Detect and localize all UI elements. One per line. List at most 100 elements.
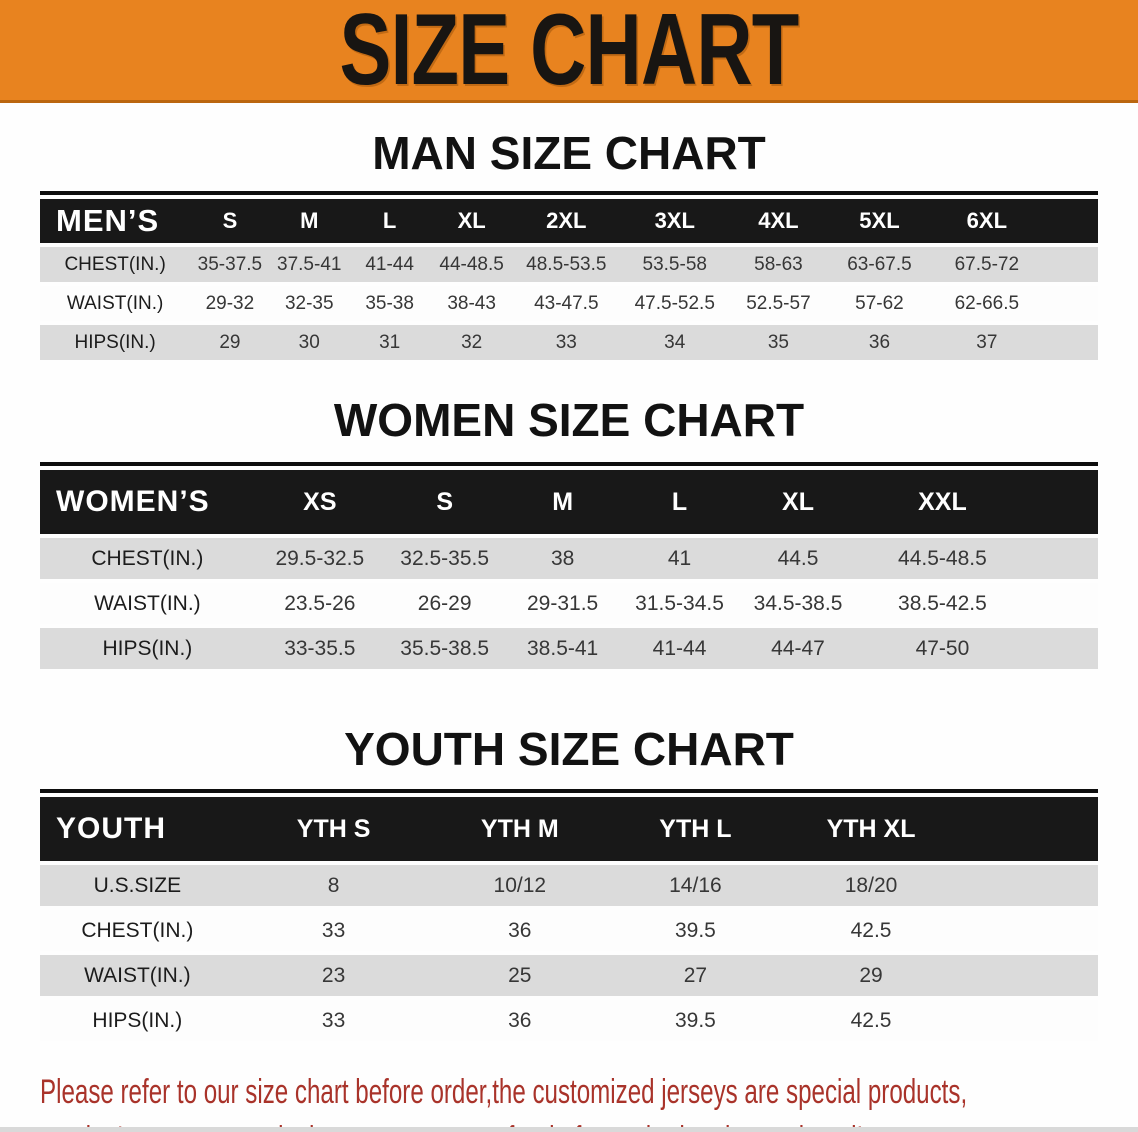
cell-value: 33-35.5 bbox=[254, 628, 385, 669]
row-label: WAIST(IN.) bbox=[40, 583, 255, 624]
row-label: CHEST(IN.) bbox=[40, 538, 255, 579]
cell-value: 62-66.5 bbox=[931, 286, 1042, 321]
spacer-cell bbox=[1041, 247, 1098, 282]
cell-value: 58-63 bbox=[729, 247, 828, 282]
row-label: CHEST(IN.) bbox=[40, 247, 191, 282]
men-size-header: 4XL bbox=[729, 199, 828, 243]
row-label: CHEST(IN.) bbox=[40, 910, 235, 951]
cell-value: 10/12 bbox=[432, 865, 608, 906]
women-size-header: XS bbox=[254, 470, 385, 534]
men-size-table-wrap: MEN’S S M L XL 2XL 3XL 4XL 5XL 6XL CHEST… bbox=[40, 191, 1098, 364]
cell-value: 41-44 bbox=[348, 247, 431, 282]
cell-value: 38.5-41 bbox=[504, 628, 621, 669]
cell-value: 34 bbox=[619, 325, 730, 360]
cell-value: 33 bbox=[234, 910, 433, 951]
cell-value: 37 bbox=[931, 325, 1042, 360]
cell-value: 39.5 bbox=[607, 910, 784, 951]
spacer-cell bbox=[1027, 470, 1098, 534]
cell-value: 29 bbox=[190, 325, 270, 360]
cell-value: 38.5-42.5 bbox=[857, 583, 1028, 624]
women-size-table: WOMEN’S XS S M L XL XXL CHEST(IN.) 29.5-… bbox=[40, 466, 1098, 673]
women-size-header: S bbox=[384, 470, 505, 534]
row-label: U.S.SIZE bbox=[40, 865, 235, 906]
men-size-header: L bbox=[348, 199, 431, 243]
men-hips-row: HIPS(IN.) 29 30 31 32 33 34 35 36 37 bbox=[40, 325, 1098, 360]
cell-value: 35 bbox=[729, 325, 828, 360]
men-table-label: MEN’S bbox=[40, 199, 191, 243]
bottom-edge-strip bbox=[0, 1127, 1138, 1132]
cell-value: 29-31.5 bbox=[504, 583, 621, 624]
men-size-header: 6XL bbox=[931, 199, 1042, 243]
women-header-row: WOMEN’S XS S M L XL XXL bbox=[40, 470, 1098, 534]
cell-value: 52.5-57 bbox=[729, 286, 828, 321]
youth-size-table-wrap: YOUTH YTH S YTH M YTH L YTH XL U.S.SIZE … bbox=[40, 789, 1098, 1045]
youth-size-header: YTH L bbox=[607, 797, 784, 861]
cell-value: 67.5-72 bbox=[931, 247, 1042, 282]
men-size-header: XL bbox=[430, 199, 513, 243]
cell-value: 29 bbox=[783, 955, 959, 996]
women-size-table-wrap: WOMEN’S XS S M L XL XXL CHEST(IN.) 29.5-… bbox=[40, 462, 1098, 673]
men-size-header: 3XL bbox=[619, 199, 730, 243]
row-label: WAIST(IN.) bbox=[40, 955, 235, 996]
note-line-1-text: Please refer to our size chart before or… bbox=[40, 1073, 968, 1111]
cell-value: 32-35 bbox=[269, 286, 349, 321]
cell-value: 23 bbox=[234, 955, 433, 996]
cell-value: 32.5-35.5 bbox=[384, 538, 505, 579]
women-size-header: L bbox=[620, 470, 739, 534]
cell-value: 31 bbox=[348, 325, 431, 360]
men-chest-row: CHEST(IN.) 35-37.5 37.5-41 41-44 44-48.5… bbox=[40, 247, 1098, 282]
cell-value: 42.5 bbox=[783, 1000, 959, 1041]
youth-header-row: YOUTH YTH S YTH M YTH L YTH XL bbox=[40, 797, 1098, 861]
row-label: HIPS(IN.) bbox=[40, 628, 255, 669]
cell-value: 53.5-58 bbox=[619, 247, 730, 282]
cell-value: 57-62 bbox=[827, 286, 932, 321]
cell-value: 23.5-26 bbox=[254, 583, 385, 624]
cell-value: 48.5-53.5 bbox=[512, 247, 620, 282]
spacer-cell bbox=[1027, 583, 1098, 624]
women-section-heading: WOMEN SIZE CHART bbox=[333, 394, 805, 446]
cell-value: 35-37.5 bbox=[190, 247, 270, 282]
cell-value: 34.5-38.5 bbox=[738, 583, 858, 624]
cell-value: 27 bbox=[607, 955, 784, 996]
youth-chest-row: CHEST(IN.) 33 36 39.5 42.5 bbox=[40, 910, 1098, 951]
cell-value: 47.5-52.5 bbox=[619, 286, 730, 321]
men-size-header: S bbox=[190, 199, 270, 243]
cell-value: 14/16 bbox=[607, 865, 784, 906]
cell-value: 35-38 bbox=[348, 286, 431, 321]
cell-value: 29-32 bbox=[190, 286, 270, 321]
cell-value: 38 bbox=[504, 538, 621, 579]
cell-value: 25 bbox=[432, 955, 608, 996]
cell-value: 63-67.5 bbox=[827, 247, 932, 282]
youth-size-header: YTH XL bbox=[783, 797, 959, 861]
banner-title: SIZE CHART bbox=[339, 0, 800, 106]
men-size-header: 5XL bbox=[827, 199, 932, 243]
youth-size-table: YOUTH YTH S YTH M YTH L YTH XL U.S.SIZE … bbox=[40, 793, 1098, 1045]
row-label: HIPS(IN.) bbox=[40, 1000, 235, 1041]
spacer-cell bbox=[1027, 628, 1098, 669]
youth-table-label: YOUTH bbox=[40, 797, 235, 861]
cell-value: 38-43 bbox=[430, 286, 513, 321]
row-label: WAIST(IN.) bbox=[40, 286, 191, 321]
spacer-cell bbox=[958, 955, 1098, 996]
youth-section-heading: YOUTH SIZE CHART bbox=[344, 723, 794, 775]
cell-value: 36 bbox=[827, 325, 932, 360]
cell-value: 36 bbox=[432, 1000, 608, 1041]
youth-size-header: YTH S bbox=[234, 797, 433, 861]
row-label: HIPS(IN.) bbox=[40, 325, 191, 360]
cell-value: 31.5-34.5 bbox=[620, 583, 739, 624]
cell-value: 43-47.5 bbox=[512, 286, 620, 321]
cell-value: 33 bbox=[234, 1000, 433, 1041]
cell-value: 32 bbox=[430, 325, 513, 360]
cell-value: 39.5 bbox=[607, 1000, 784, 1041]
note-line-1: Please refer to our size chart before or… bbox=[40, 1069, 1138, 1116]
spacer-cell bbox=[958, 865, 1098, 906]
cell-value: 26-29 bbox=[384, 583, 505, 624]
youth-size-header: YTH M bbox=[432, 797, 608, 861]
spacer-cell bbox=[1041, 286, 1098, 321]
men-header-row: MEN’S S M L XL 2XL 3XL 4XL 5XL 6XL bbox=[40, 199, 1098, 243]
cell-value: 36 bbox=[432, 910, 608, 951]
cell-value: 18/20 bbox=[783, 865, 959, 906]
cell-value: 8 bbox=[234, 865, 433, 906]
women-chest-row: CHEST(IN.) 29.5-32.5 32.5-35.5 38 41 44.… bbox=[40, 538, 1098, 579]
